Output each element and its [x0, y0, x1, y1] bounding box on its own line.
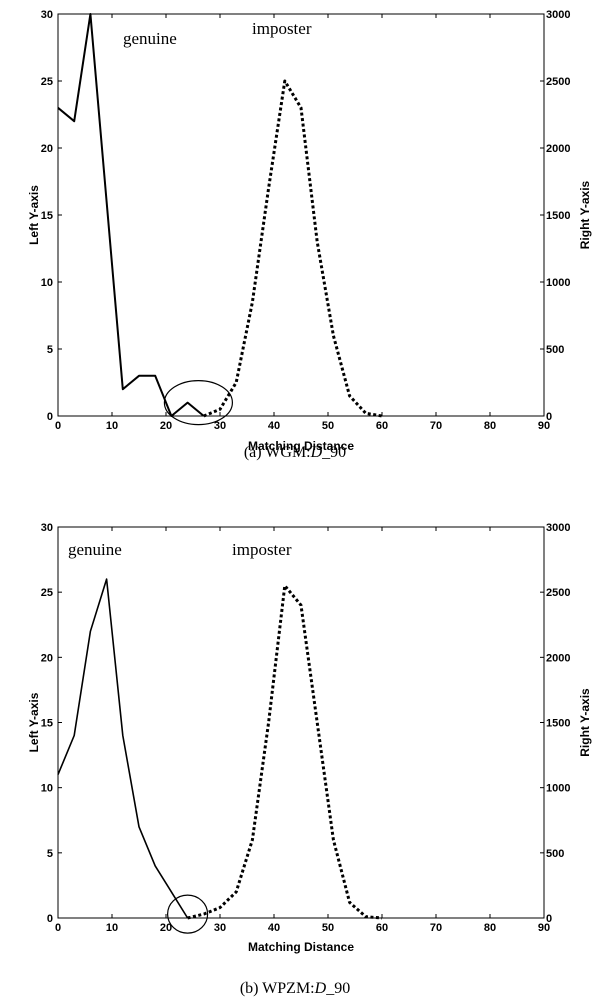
y-left-tick-label: 5	[47, 344, 53, 356]
imposter-annotation: imposter	[232, 540, 292, 559]
x-tick-label: 20	[160, 420, 172, 432]
y-right-tick-label: 500	[546, 848, 564, 860]
x-tick-label: 30	[214, 922, 226, 934]
y-left-tick-label: 30	[41, 9, 53, 21]
y-right-tick-label: 2500	[546, 587, 570, 599]
overlap-circle-marker	[167, 894, 209, 934]
y-right-tick-label: 1000	[546, 783, 570, 795]
figure-caption: (a) WGM:D_90	[244, 444, 346, 461]
y-left-tick-label: 15	[41, 718, 53, 730]
y-left-tick-label: 5	[47, 848, 53, 860]
imposter-series-line	[203, 79, 383, 418]
genuine-annotation: genuine	[123, 29, 177, 48]
y-left-tick-label: 20	[41, 652, 53, 664]
y-left-tick-label: 0	[47, 411, 53, 423]
genuine-series-line	[57, 13, 205, 417]
x-tick-label: 50	[322, 420, 334, 432]
x-tick-label: 50	[322, 922, 334, 934]
x-tick-label: 20	[160, 922, 172, 934]
y-left-tick-label: 10	[41, 277, 53, 289]
x-tick-label: 10	[106, 420, 118, 432]
y-right-tick-label: 1500	[546, 718, 570, 730]
y-right-tick-label: 3000	[546, 522, 570, 534]
y-left-axis-label: Left Y-axis	[27, 692, 41, 752]
x-tick-label: 40	[268, 420, 280, 432]
x-tick-label: 80	[484, 420, 496, 432]
x-tick-label: 10	[106, 922, 118, 934]
plot-frame	[57, 526, 545, 919]
plot-frame	[57, 13, 545, 417]
imposter-annotation: imposter	[252, 19, 312, 38]
y-right-axis-label: Right Y-axis	[578, 180, 592, 249]
y-left-tick-label: 0	[47, 913, 53, 925]
y-right-tick-label: 1500	[546, 210, 570, 222]
x-tick-label: 0	[55, 420, 61, 432]
y-right-tick-label: 2000	[546, 652, 570, 664]
x-axis-label: Matching Distance	[248, 439, 354, 453]
imposter-series-line	[187, 584, 383, 920]
y-left-tick-label: 30	[41, 522, 53, 534]
figure-caption: (b) WPZM:D_90	[240, 980, 350, 997]
overlap-circle-marker	[163, 380, 233, 426]
y-right-tick-label: 500	[546, 344, 564, 356]
chart-panel-b: 0 10 20 30 40 50 60 70 80 90051015202530050010001…	[27, 522, 592, 997]
x-axis-label: Matching Distance	[248, 940, 354, 954]
y-right-tick-label: 2000	[546, 143, 570, 155]
x-tick-label: 40	[268, 922, 280, 934]
x-tick-label: 0	[55, 922, 61, 934]
x-tick-label: 60	[376, 420, 388, 432]
x-tick-label: 90	[538, 420, 550, 432]
y-left-tick-label: 10	[41, 783, 53, 795]
chart-panel-a: 0 10 20 30 40 50 60 70 80 90051015202530050010001…	[27, 9, 592, 461]
y-right-tick-label: 3000	[546, 9, 570, 21]
x-tick-label: 30	[214, 420, 226, 432]
y-right-tick-label: 2500	[546, 76, 570, 88]
y-right-tick-label: 0	[546, 411, 552, 423]
y-left-tick-label: 25	[41, 587, 53, 599]
x-tick-label: 70	[430, 420, 442, 432]
y-left-tick-label: 15	[41, 210, 53, 222]
x-tick-label: 90	[538, 922, 550, 934]
x-tick-label: 60	[376, 922, 388, 934]
x-tick-label: 70	[430, 922, 442, 934]
y-right-tick-label: 0	[546, 913, 552, 925]
y-left-axis-label: Left Y-axis	[27, 185, 41, 245]
genuine-series-line	[57, 578, 189, 919]
x-tick-label: 80	[484, 922, 496, 934]
y-right-axis-label: Right Y-axis	[578, 688, 592, 757]
y-right-tick-label: 1000	[546, 277, 570, 289]
y-left-tick-label: 25	[41, 76, 53, 88]
genuine-annotation: genuine	[68, 540, 122, 559]
y-left-tick-label: 20	[41, 143, 53, 155]
